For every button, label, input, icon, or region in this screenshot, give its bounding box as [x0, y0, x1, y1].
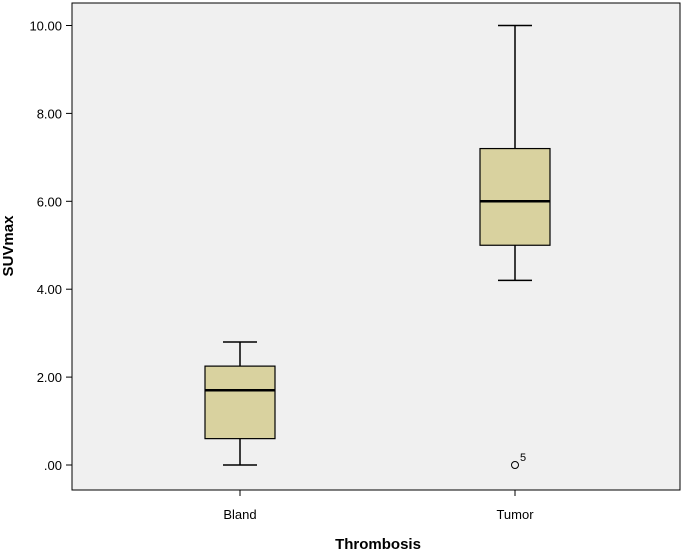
outlier-point: [511, 461, 519, 469]
y-tick-label: 8.00: [37, 106, 62, 121]
y-tick-label: 10.00: [29, 19, 62, 34]
box-series: 5: [204, 24, 551, 469]
y-tick-label: 2.00: [37, 370, 62, 385]
outlier-label: 5: [520, 452, 526, 464]
iqr-box: [204, 365, 276, 440]
box-tumor: 5: [479, 24, 551, 469]
plot-area: [71, 2, 681, 491]
y-tick-label: .00: [44, 458, 62, 473]
box-bland: [204, 341, 276, 466]
iqr-box: [479, 147, 551, 246]
y-axis-title: SUVmax: [0, 215, 17, 277]
y-tick-label: 6.00: [37, 194, 62, 209]
x-axis: Bland Tumor: [223, 490, 534, 522]
x-tick-label: Bland: [223, 507, 256, 522]
y-axis: .00 2.00 4.00 6.00 8.00 10.00: [29, 19, 72, 473]
y-tick-label: 4.00: [37, 282, 62, 297]
x-tick-label: Tumor: [496, 507, 534, 522]
x-axis-title: Thrombosis: [335, 536, 421, 552]
